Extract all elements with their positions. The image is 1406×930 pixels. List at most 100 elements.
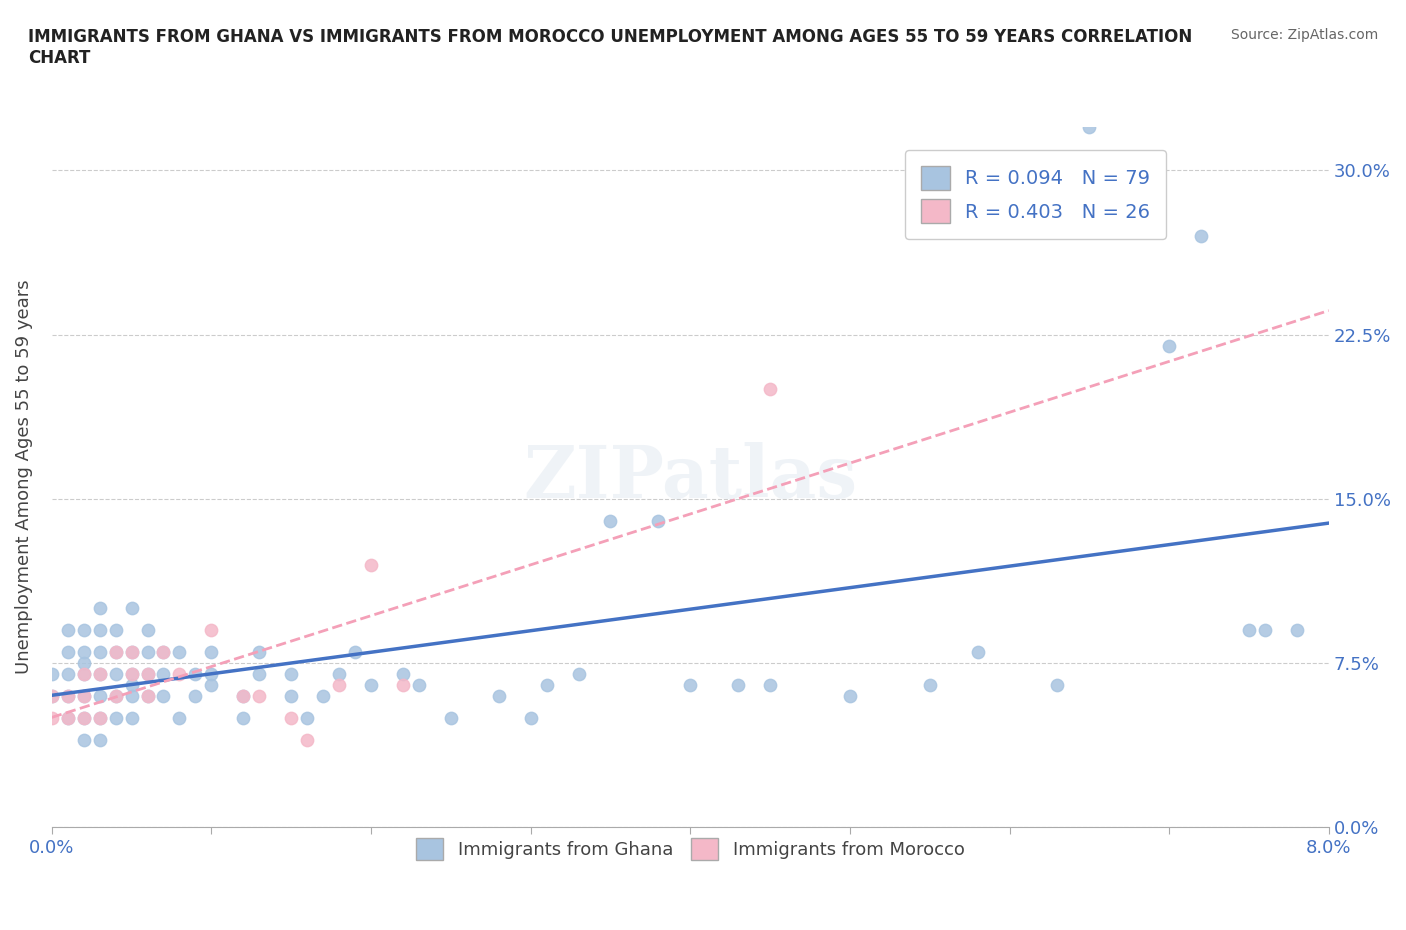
Point	[104, 688, 127, 703]
Point	[121, 688, 143, 703]
Point	[73, 667, 96, 682]
Point	[184, 688, 207, 703]
Point	[89, 732, 111, 747]
Point	[73, 688, 96, 703]
Point	[152, 644, 174, 659]
Point	[73, 711, 96, 725]
Point	[136, 688, 159, 703]
Point	[121, 678, 143, 693]
Point	[295, 711, 318, 725]
Point	[200, 644, 222, 659]
Point	[232, 711, 254, 725]
Point	[280, 667, 302, 682]
Point	[536, 678, 558, 693]
Legend: Immigrants from Ghana, Immigrants from Morocco: Immigrants from Ghana, Immigrants from M…	[409, 831, 972, 868]
Point	[200, 667, 222, 682]
Point	[73, 667, 96, 682]
Point	[360, 678, 382, 693]
Point	[104, 623, 127, 638]
Point	[280, 688, 302, 703]
Point	[73, 623, 96, 638]
Point	[247, 688, 270, 703]
Point	[312, 688, 335, 703]
Point	[136, 667, 159, 682]
Point	[41, 688, 63, 703]
Point	[200, 623, 222, 638]
Point	[121, 601, 143, 616]
Point	[56, 623, 79, 638]
Point	[104, 644, 127, 659]
Point	[1159, 339, 1181, 353]
Point	[169, 711, 191, 725]
Point	[280, 711, 302, 725]
Point	[121, 711, 143, 725]
Point	[599, 513, 621, 528]
Text: ZIPatlas: ZIPatlas	[523, 442, 858, 512]
Point	[136, 688, 159, 703]
Point	[104, 711, 127, 725]
Point	[89, 601, 111, 616]
Point	[1285, 623, 1308, 638]
Point	[89, 688, 111, 703]
Point	[488, 688, 510, 703]
Point	[328, 678, 350, 693]
Point	[56, 667, 79, 682]
Point	[73, 732, 96, 747]
Point	[360, 557, 382, 572]
Point	[104, 644, 127, 659]
Point	[344, 644, 367, 659]
Point	[184, 667, 207, 682]
Point	[440, 711, 463, 725]
Point	[232, 688, 254, 703]
Point	[89, 623, 111, 638]
Point	[966, 644, 988, 659]
Point	[567, 667, 589, 682]
Point	[56, 688, 79, 703]
Point	[73, 688, 96, 703]
Point	[121, 644, 143, 659]
Point	[41, 667, 63, 682]
Point	[136, 623, 159, 638]
Text: IMMIGRANTS FROM GHANA VS IMMIGRANTS FROM MOROCCO UNEMPLOYMENT AMONG AGES 55 TO 5: IMMIGRANTS FROM GHANA VS IMMIGRANTS FROM…	[28, 28, 1192, 67]
Point	[41, 711, 63, 725]
Point	[89, 711, 111, 725]
Point	[121, 667, 143, 682]
Point	[1078, 119, 1101, 134]
Point	[152, 644, 174, 659]
Point	[104, 667, 127, 682]
Point	[89, 667, 111, 682]
Point	[392, 667, 415, 682]
Point	[759, 678, 782, 693]
Point	[727, 678, 749, 693]
Point	[73, 644, 96, 659]
Point	[41, 688, 63, 703]
Point	[169, 644, 191, 659]
Point	[247, 667, 270, 682]
Point	[1046, 678, 1069, 693]
Point	[1254, 623, 1277, 638]
Point	[56, 688, 79, 703]
Point	[136, 667, 159, 682]
Point	[89, 667, 111, 682]
Point	[519, 711, 541, 725]
Point	[121, 667, 143, 682]
Point	[200, 678, 222, 693]
Point	[295, 732, 318, 747]
Point	[136, 644, 159, 659]
Point	[328, 667, 350, 682]
Point	[408, 678, 430, 693]
Point	[1237, 623, 1260, 638]
Point	[152, 667, 174, 682]
Point	[392, 678, 415, 693]
Point	[56, 711, 79, 725]
Point	[73, 656, 96, 671]
Point	[56, 644, 79, 659]
Point	[104, 688, 127, 703]
Point	[647, 513, 669, 528]
Point	[1189, 229, 1212, 244]
Point	[918, 678, 941, 693]
Point	[679, 678, 702, 693]
Point	[152, 688, 174, 703]
Point	[89, 644, 111, 659]
Point	[169, 667, 191, 682]
